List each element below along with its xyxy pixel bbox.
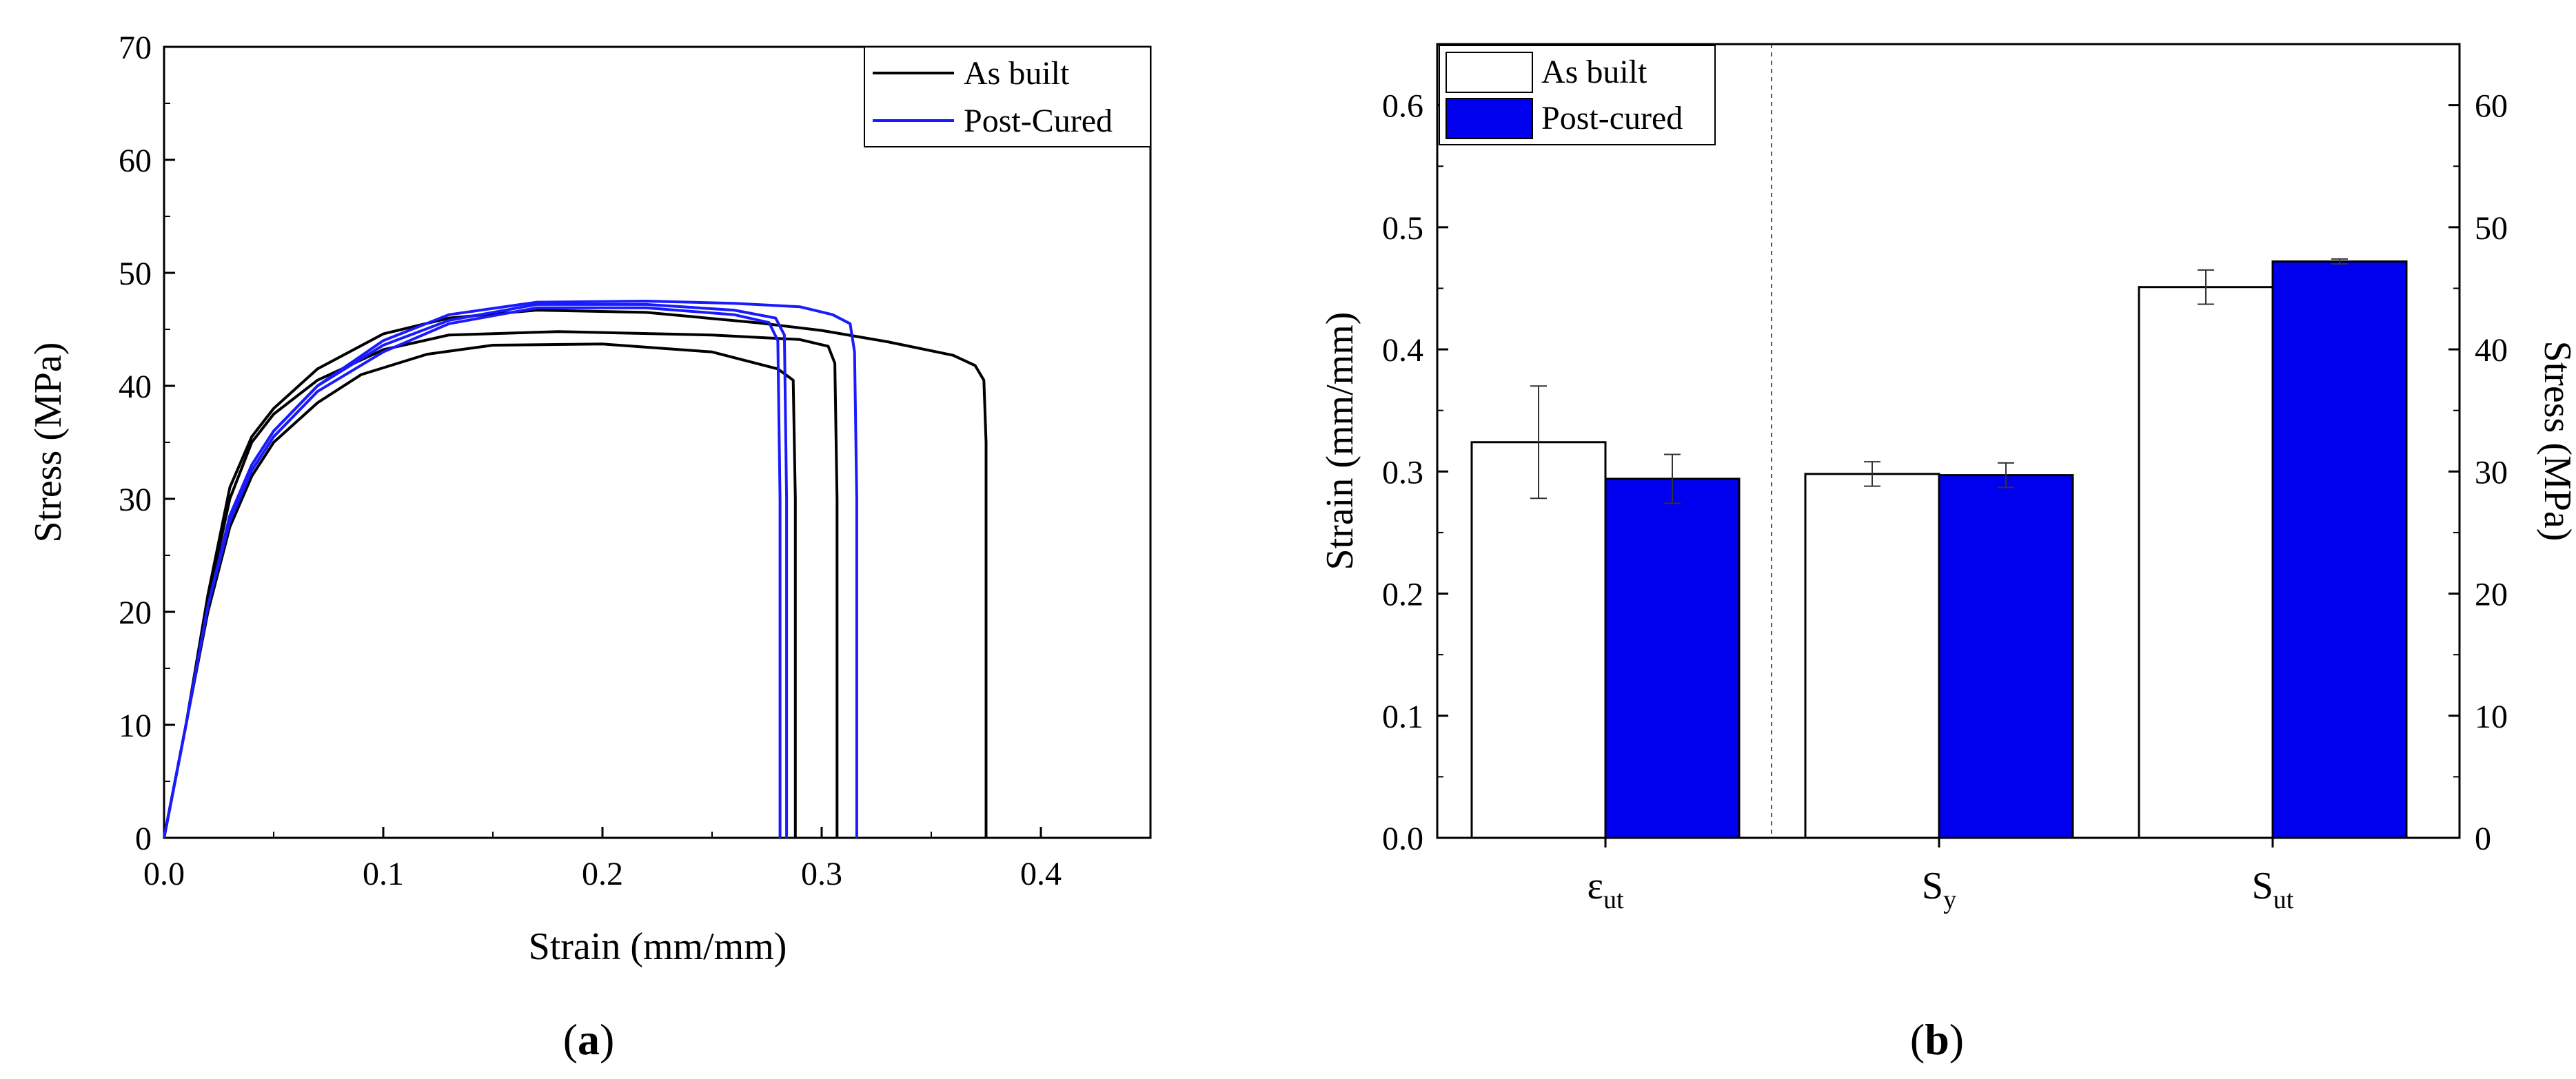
- y-tick-label-right-b: 40: [2475, 332, 2508, 369]
- plot-frame-b: [1436, 43, 2461, 839]
- bar-as-built-3: [2138, 286, 2274, 839]
- y-tick-label-left-b: 0.3: [1382, 454, 1423, 491]
- y-axis-title-a: Stress (MPa): [27, 342, 70, 543]
- error-bar-as-built-1: [1530, 385, 1547, 500]
- y-tick-label-left-b: 0.4: [1382, 332, 1423, 369]
- as-built-curve-2: [163, 330, 839, 839]
- y-tick-label-left-b: 0.0: [1382, 821, 1423, 857]
- legend-a: As built Post-Cured: [864, 46, 1151, 147]
- y-tick-label-a: 30: [119, 482, 152, 518]
- error-bar-as-built-3: [2198, 269, 2214, 305]
- legend-b: As built Post-cured: [1439, 45, 1716, 145]
- y-tick-label-right-b: 30: [2475, 454, 2508, 491]
- y-tick-label-left-b: 0.6: [1382, 88, 1423, 125]
- legend-swatch-as-built-b: [1446, 52, 1533, 93]
- as-built-curve-3: [163, 309, 988, 839]
- post-cured-curve-6: [163, 300, 858, 839]
- y-tick-label-right-b: 10: [2475, 699, 2508, 735]
- y-axis-a: 0 10 20 30 40 50 60 70: [119, 30, 175, 857]
- y-tick-label-a: 0: [135, 821, 152, 857]
- x-tick-label-a: 0.2: [582, 856, 623, 892]
- y-tick-label-a: 60: [119, 143, 152, 179]
- y-tick-label-right-b: 0: [2475, 821, 2491, 857]
- stress-strain-chart: 0.0 0.1 0.2 0.3 0.4 0 10 20 30 40 50 60 70 Strain (…: [27, 30, 1152, 968]
- bars-b: [1470, 258, 2408, 839]
- bar-post-cured-2: [1938, 474, 2074, 839]
- category-label-3: Sut: [2252, 865, 2294, 914]
- y-tick-label-a: 10: [119, 708, 152, 744]
- legend-label-as-built-b: As built: [1541, 54, 1647, 90]
- curves-a: [163, 300, 988, 839]
- bar-as-built-2: [1804, 473, 1940, 839]
- bar-post-cured-1: [1604, 477, 1741, 839]
- y-axis-title-right-b: Stress (MPa): [2536, 341, 2576, 542]
- y-tick-label-right-b: 20: [2475, 577, 2508, 613]
- legend-label-post-cured-a: Post-Cured: [964, 103, 1113, 139]
- y-tick-label-a: 20: [119, 595, 152, 631]
- y-tick-label-right-b: 60: [2475, 88, 2508, 125]
- x-tick-label-a: 0.3: [801, 856, 842, 892]
- x-axis-b: εut Sy Sut: [1587, 838, 2294, 914]
- bar-chart: 0.0 0.1 0.2 0.3 0.4 0.5 0.6 0 10 20 30 40 50 60 εut S…: [1319, 43, 2576, 914]
- left-y-axis-b: 0.0 0.1 0.2 0.3 0.4 0.5 0.6: [1382, 43, 1448, 857]
- legend-box-a: [864, 46, 1151, 147]
- caption-a: (a): [563, 1015, 615, 1064]
- x-tick-label-a: 0.0: [143, 856, 185, 892]
- y-tick-label-left-b: 0.2: [1382, 577, 1423, 613]
- error-bar-post-cured-3: [2331, 258, 2348, 265]
- error-bar-post-cured-2: [1998, 462, 2014, 489]
- caption-b: (b): [1910, 1015, 1964, 1064]
- y-tick-label-a: 40: [119, 369, 152, 405]
- error-bar-as-built-2: [1864, 461, 1880, 487]
- x-tick-label-a: 0.1: [363, 856, 404, 892]
- y-tick-label-right-b: 50: [2475, 210, 2508, 247]
- category-label-1: εut: [1587, 865, 1624, 914]
- legend-label-post-cured-b: Post-cured: [1541, 100, 1683, 136]
- y-tick-label-a: 50: [119, 256, 152, 292]
- right-y-axis-b: 0 10 20 30 40 50 60: [2448, 88, 2508, 857]
- y-tick-label-left-b: 0.5: [1382, 210, 1423, 247]
- x-axis-title-a: Strain (mm/mm): [529, 925, 787, 968]
- bar-post-cured-3: [2271, 260, 2408, 839]
- y-axis-title-left-b: Strain (mm/mm): [1319, 312, 1361, 571]
- x-axis-a: 0.0 0.1 0.2 0.3 0.4: [143, 827, 1151, 892]
- category-label-2: Sy: [1922, 865, 1956, 914]
- error-bar-post-cured-1: [1664, 453, 1681, 504]
- x-tick-label-a: 0.4: [1020, 856, 1062, 892]
- y-tick-label-left-b: 0.1: [1382, 699, 1423, 735]
- bar-as-built-1: [1470, 441, 1607, 839]
- y-tick-label-a: 70: [119, 30, 152, 66]
- legend-swatch-post-cured-b: [1446, 98, 1533, 139]
- legend-label-as-built-a: As built: [964, 55, 1070, 92]
